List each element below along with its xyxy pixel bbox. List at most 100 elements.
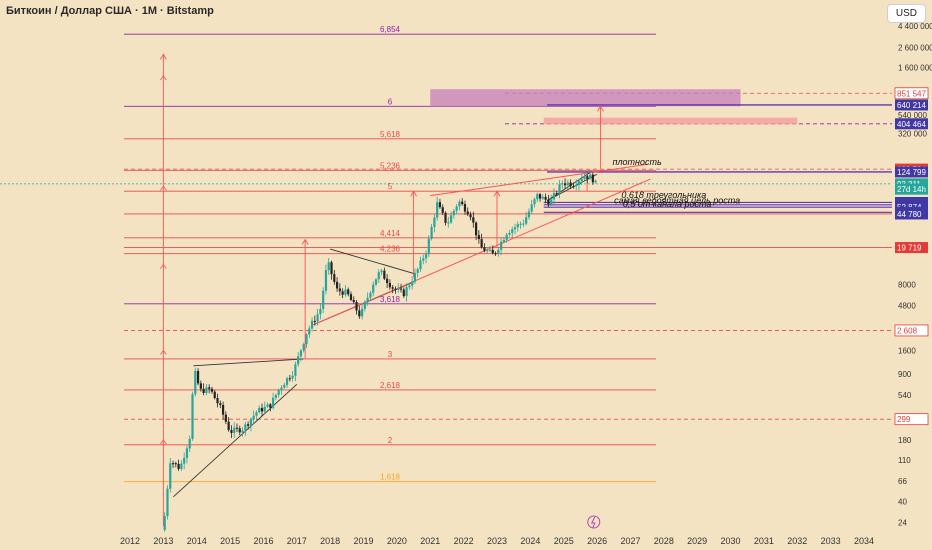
marker-chevron xyxy=(160,349,167,355)
candle-body xyxy=(194,370,197,395)
candle-body xyxy=(544,196,547,200)
candle-body xyxy=(363,302,366,309)
candle-body xyxy=(299,350,303,357)
x-tick-label: 2017 xyxy=(287,536,307,546)
x-tick-label: 2022 xyxy=(454,536,474,546)
marker-chevron xyxy=(160,263,167,269)
candle-body xyxy=(266,404,269,407)
candle-body xyxy=(413,272,417,282)
candle-body xyxy=(561,183,564,185)
price-label-box xyxy=(895,118,928,130)
candle-body xyxy=(522,223,525,225)
candle-body xyxy=(399,288,403,290)
candle-body xyxy=(494,253,497,255)
x-tick-label: 2018 xyxy=(320,536,340,546)
x-tick-label: 2033 xyxy=(821,536,841,546)
candle-body xyxy=(466,211,469,215)
marker-chevron xyxy=(160,75,167,81)
x-axis[interactable]: 2012 2013 2014 2015 2016 2017 2018 2019 2020 2021… xyxy=(120,515,874,546)
candle-body xyxy=(591,174,594,183)
y-tick-label: 540 000 xyxy=(898,111,927,120)
candle-body xyxy=(360,308,364,317)
candle-body xyxy=(486,250,489,252)
candle-body xyxy=(569,182,572,187)
price-label: 44 780 xyxy=(897,210,922,219)
candle-body xyxy=(199,383,202,389)
currency-button[interactable]: USD xyxy=(886,4,926,23)
candle-body xyxy=(558,184,561,194)
candle-body xyxy=(536,194,539,200)
candle-body xyxy=(208,387,211,389)
candle-body xyxy=(550,199,553,205)
candle-body xyxy=(258,407,261,413)
candle-body xyxy=(277,390,280,395)
candle-body xyxy=(219,403,222,405)
candles-layer xyxy=(163,170,597,532)
candle-body xyxy=(572,186,575,188)
candle-body xyxy=(552,193,556,200)
arrow-2020-head xyxy=(410,190,417,197)
candle-body xyxy=(483,247,486,251)
price-label: 19 719 xyxy=(897,244,922,253)
candle-body xyxy=(233,427,236,433)
fib-level-label: 6 xyxy=(388,97,393,106)
y-tick-label: 320 000 xyxy=(898,129,927,138)
price-label-box xyxy=(894,324,929,337)
x-tick-label: 2028 xyxy=(654,536,674,546)
candle-body xyxy=(319,308,322,315)
candle-body xyxy=(594,180,597,183)
candle-body xyxy=(424,253,428,259)
candle-body xyxy=(163,516,166,530)
candle-body xyxy=(436,202,439,218)
x-tick-label: 2012 xyxy=(120,536,140,546)
candle-body xyxy=(497,249,500,254)
candle-body xyxy=(327,262,330,271)
price-label-box xyxy=(895,242,928,254)
candle-body xyxy=(488,249,492,251)
candle-body xyxy=(463,204,467,212)
candle-body xyxy=(458,201,461,207)
candle-body xyxy=(269,404,272,408)
candle-body xyxy=(505,234,508,240)
candle-body xyxy=(500,241,503,250)
candle-body xyxy=(183,457,186,464)
candle-body xyxy=(419,260,422,270)
y-tick-label: 180 xyxy=(898,436,912,445)
candle-body xyxy=(210,388,214,392)
candle-body xyxy=(221,404,225,415)
y-axis[interactable]: 4 400 000 2 600 000 1 600 000 540 000 320 00… xyxy=(898,22,932,528)
y-tick-label: 24 xyxy=(898,519,907,528)
triangle-2-upper xyxy=(330,248,414,274)
candle-body xyxy=(241,430,244,433)
price-label-box xyxy=(894,87,929,100)
price-label: 299 xyxy=(897,415,911,424)
price-label: 2 608 xyxy=(897,326,918,335)
price-label: 851 547 xyxy=(897,89,926,98)
candle-body xyxy=(297,356,300,365)
candle-body xyxy=(580,178,583,181)
annotation-text: 0,5 от канала роста xyxy=(623,199,712,209)
price-label: 640 214 xyxy=(897,101,926,110)
candle-body xyxy=(249,419,252,426)
price-label: 124 799 xyxy=(897,168,926,177)
candle-body xyxy=(322,290,325,309)
annotation-text: самая вероятная цель роста xyxy=(614,195,740,205)
candle-body xyxy=(185,448,189,458)
candle-body xyxy=(272,397,275,408)
fib-level-label: 4,414 xyxy=(380,229,401,238)
y-tick-label: 540 xyxy=(898,391,912,400)
candle-body xyxy=(383,270,386,279)
candle-body xyxy=(202,388,205,394)
fib-levels-layer: 6,854 6 5,618 5,236 5 4,414 4,236 3,618 3 2,618 2 1… xyxy=(124,25,656,483)
candle-body xyxy=(533,199,536,205)
fib-level-label: 6,854 xyxy=(380,25,401,34)
x-tick-label: 2031 xyxy=(754,536,774,546)
candle-body xyxy=(541,196,544,199)
price-label: 404 464 xyxy=(897,120,926,129)
candle-body xyxy=(566,182,569,186)
fib-level-label: 2 xyxy=(388,436,393,445)
candle-body xyxy=(352,299,355,303)
zone-pink xyxy=(430,89,741,107)
